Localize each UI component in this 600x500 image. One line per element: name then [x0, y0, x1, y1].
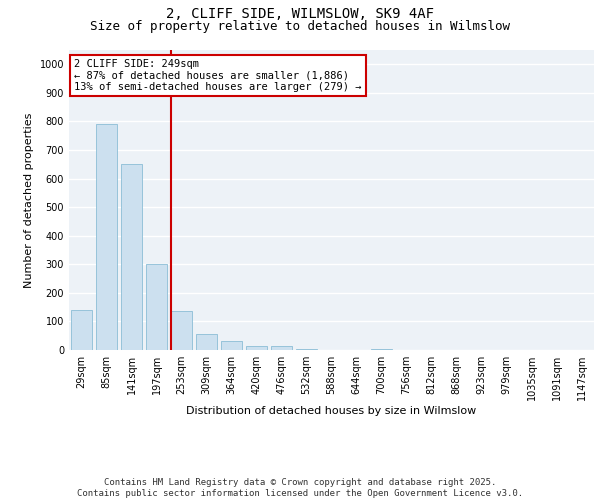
Bar	[246, 346, 267, 350]
Text: Size of property relative to detached houses in Wilmslow: Size of property relative to detached ho…	[90, 20, 510, 33]
Bar	[196, 334, 217, 350]
Text: 2, CLIFF SIDE, WILMSLOW, SK9 4AF: 2, CLIFF SIDE, WILMSLOW, SK9 4AF	[166, 8, 434, 22]
Y-axis label: Number of detached properties: Number of detached properties	[24, 112, 34, 288]
Bar	[371, 348, 392, 350]
Bar	[121, 164, 142, 350]
Bar	[71, 310, 92, 350]
Bar	[221, 342, 242, 350]
Bar	[146, 264, 167, 350]
Text: Contains HM Land Registry data © Crown copyright and database right 2025.
Contai: Contains HM Land Registry data © Crown c…	[77, 478, 523, 498]
Bar	[171, 312, 192, 350]
X-axis label: Distribution of detached houses by size in Wilmslow: Distribution of detached houses by size …	[187, 406, 476, 416]
Bar	[96, 124, 117, 350]
Bar	[271, 346, 292, 350]
Text: 2 CLIFF SIDE: 249sqm
← 87% of detached houses are smaller (1,886)
13% of semi-de: 2 CLIFF SIDE: 249sqm ← 87% of detached h…	[74, 59, 362, 92]
Bar	[296, 348, 317, 350]
